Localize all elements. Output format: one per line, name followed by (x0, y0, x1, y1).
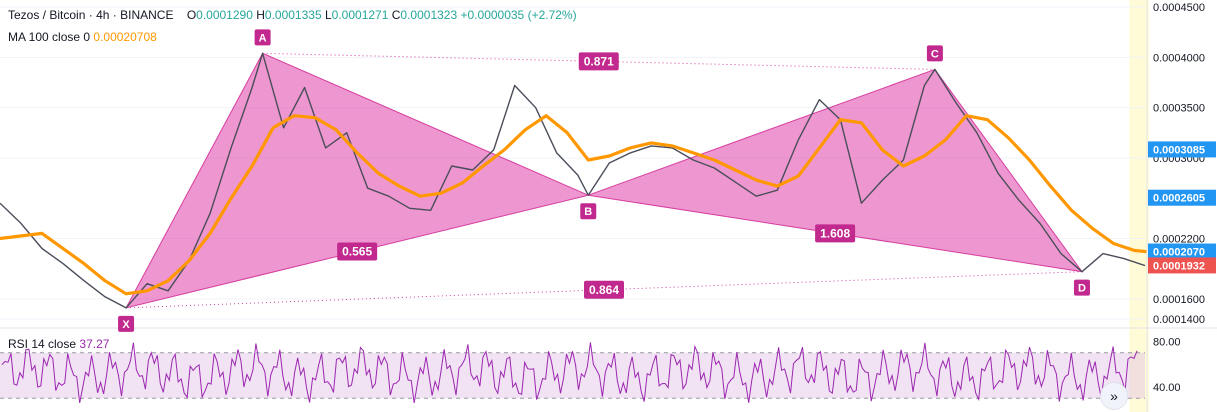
price-tag-box (1148, 141, 1216, 158)
point-label-text: C (931, 48, 939, 60)
price-tag-text: 0.0001932 (1153, 260, 1205, 272)
symbol-legend: Tezos / Bitcoin · 4h · BINANCE O0.000129… (8, 8, 577, 22)
price-tick-label: 0.0001600 (1153, 294, 1205, 306)
point-label-box (1073, 279, 1090, 296)
point-label-a: A (254, 29, 271, 46)
point-label-b: B (580, 203, 597, 220)
legend-interval: 4h (96, 8, 110, 22)
rsi-band (0, 352, 1145, 399)
price-tag: 0.0001932 (1148, 257, 1216, 274)
ma-legend-value: 0.00020708 (93, 30, 157, 44)
rsi-legend-label: RSI 14 close (8, 337, 77, 351)
point-label-box (254, 29, 271, 46)
point-label-text: X (122, 319, 130, 331)
price-tag-box (1148, 243, 1216, 260)
legend-high-label: H (256, 8, 265, 22)
point-label-c: C (926, 45, 943, 62)
highlight-band (1129, 0, 1149, 412)
double-chevron-right-icon: » (1110, 388, 1118, 404)
rsi-legend: RSI 14 close 37.27 (8, 337, 109, 351)
legend-symbol: Tezos / Bitcoin (8, 8, 86, 22)
ma-series-line (0, 114, 1147, 296)
ratio-label-box (578, 52, 619, 71)
price-tag: 0.0002605 (1148, 189, 1216, 206)
rsi-tick-label: 40.00 (1153, 382, 1181, 394)
legend-high-value: 0.0001335 (264, 8, 322, 22)
price-tag-text: 0.0003085 (1153, 144, 1205, 156)
point-label-x: X (118, 315, 135, 332)
price-tick-label: 0.0002200 (1153, 233, 1205, 245)
legend-open-value: 0.0001290 (196, 8, 253, 22)
ma-legend-label: MA 100 close 0 (8, 30, 91, 44)
price-tick-label: 0.0003500 (1153, 103, 1205, 115)
ma-legend: MA 100 close 0 0.00020708 (8, 30, 157, 44)
price-tag: 0.0002070 (1148, 243, 1216, 260)
point-label-text: B (584, 206, 592, 218)
price-series-line (0, 52, 1146, 309)
rsi-series-line (1, 342, 1138, 403)
price-tag: 0.0003085 (1148, 141, 1216, 158)
legend-close-value: 0.0001323 (400, 8, 458, 22)
point-label-text: A (259, 32, 267, 44)
point-label-box (926, 45, 943, 62)
ratio-label: 0.871 (578, 52, 619, 71)
price-tick-label: 0.0001400 (1153, 314, 1205, 326)
price-tag-text: 0.0002605 (1153, 193, 1205, 205)
point-label-box (118, 315, 135, 332)
legend-low-value: 0.0001271 (331, 8, 389, 22)
rsi-legend-value: 37.27 (79, 337, 110, 351)
ratio-label-box (584, 280, 625, 299)
ratio-label-box (815, 224, 856, 243)
ratio-label-text: 0.864 (589, 283, 619, 297)
legend-exchange: BINANCE (120, 8, 174, 22)
ratio-label: 1.608 (815, 224, 856, 243)
ratio-label-text: 0.565 (342, 245, 372, 259)
ratio-label-box (337, 242, 378, 261)
legend-change: +0.0000035 (+2.72%) (460, 8, 577, 22)
ratio-label: 0.565 (337, 242, 378, 261)
price-tick-label: 0.0004500 (1153, 2, 1205, 14)
ratio-label-text: 1.608 (820, 226, 850, 240)
ratio-label-text: 0.871 (584, 54, 614, 68)
price-tag-text: 0.0002070 (1153, 247, 1205, 259)
rsi-tick-label: 80.00 (1153, 336, 1181, 348)
point-label-d: D (1073, 279, 1090, 296)
point-label-box (580, 203, 597, 220)
legend-low-label: L (324, 8, 332, 22)
ratio-label: 0.864 (584, 280, 625, 299)
point-label-text: D (1078, 283, 1086, 295)
price-tag-box (1148, 189, 1216, 206)
price-tag-box (1148, 257, 1216, 274)
legend-close-label: C (391, 8, 401, 22)
price-tick-label: 0.0004000 (1153, 52, 1205, 64)
scroll-to-realtime-button[interactable]: » (1100, 382, 1128, 410)
legend-open-label: O (186, 8, 197, 22)
